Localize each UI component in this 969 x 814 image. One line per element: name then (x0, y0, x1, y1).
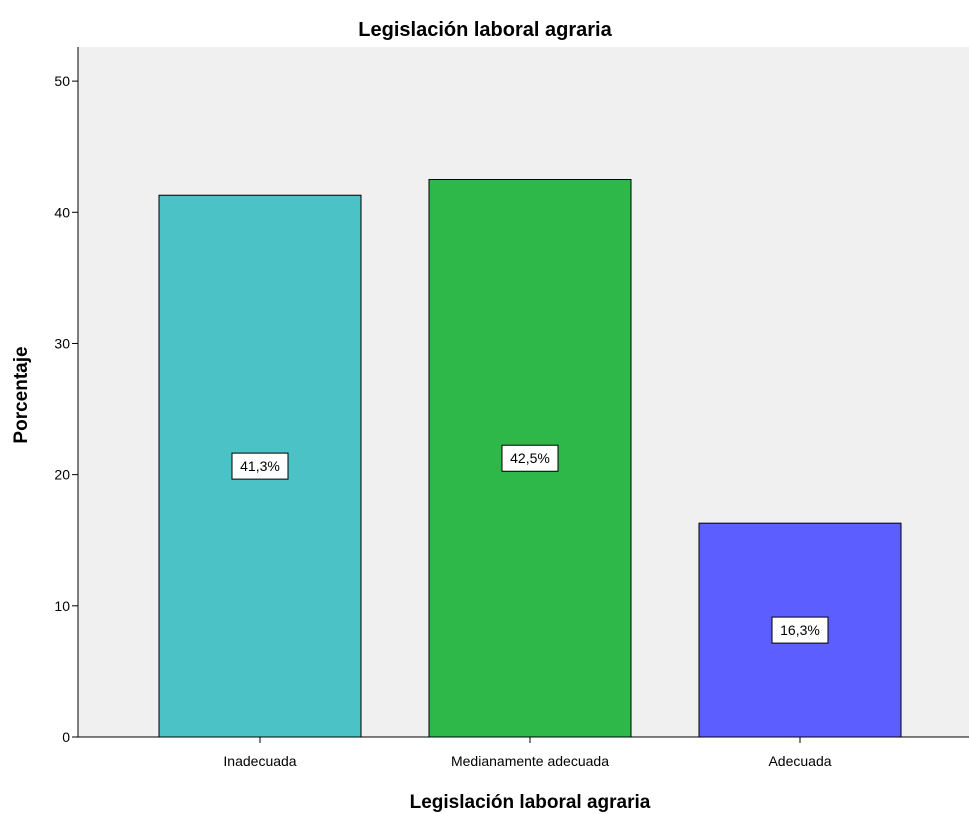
data-label: 42,5% (510, 450, 550, 466)
data-label-box (501, 444, 559, 472)
y-tick-label: 50 (54, 73, 70, 89)
data-label-box (771, 616, 829, 644)
data-label: 16,3% (780, 622, 820, 638)
data-labels-group: 41,3% 42,5% 16,3% (231, 444, 829, 644)
data-label-box (231, 452, 289, 480)
data-label: 41,3% (240, 458, 280, 474)
x-axis-ticks: Inadecuada Medianamente adecuada Adecuada (223, 737, 832, 769)
x-tick-label: Medianamente adecuada (451, 753, 609, 769)
y-axis-ticks: 0 10 20 30 40 50 (54, 73, 78, 745)
y-tick-label: 40 (54, 204, 70, 220)
y-tick-label: 10 (54, 598, 70, 614)
x-axis-title: Legislación laboral agraria (410, 792, 651, 813)
x-tick-label: Inadecuada (223, 753, 296, 769)
chart-title: Legislación laboral agraria (358, 19, 612, 41)
y-tick-label: 20 (54, 467, 70, 483)
y-tick-label: 30 (54, 335, 70, 351)
x-tick-label: Adecuada (768, 753, 831, 769)
y-axis-title: Porcentaje (11, 346, 32, 443)
y-tick-label: 0 (62, 729, 70, 745)
bars-group (158, 178, 902, 738)
